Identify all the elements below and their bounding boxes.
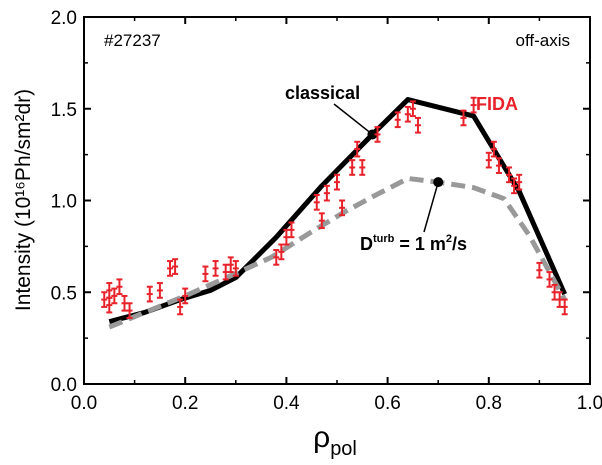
dturb-unit-sup: 2 — [446, 233, 452, 245]
fida-annotation: FIDA — [476, 94, 518, 114]
shot-number-label: #27237 — [104, 31, 161, 50]
x-axis-label-sub: pol — [330, 438, 357, 460]
fida-data-point — [414, 116, 421, 134]
dturb-value: = 1 m — [394, 234, 446, 254]
data-marks — [101, 96, 568, 330]
x-tick-label: 0.8 — [476, 393, 502, 414]
fida-data-point — [511, 177, 518, 195]
dturb-main: D — [360, 234, 373, 254]
x-tick-label: 1.0 — [577, 393, 602, 414]
fida-data-point — [101, 291, 108, 308]
fida-data-point — [106, 296, 113, 314]
fida-data-point — [116, 278, 123, 296]
dturb-superscript: turb — [373, 233, 395, 245]
fida-data-point — [334, 173, 340, 191]
fida-data-point — [212, 260, 219, 277]
fida-data-point — [313, 193, 320, 211]
fida-data-point — [202, 265, 209, 283]
fida-data-point — [111, 287, 118, 305]
y-tick-label: 1.5 — [51, 100, 77, 121]
plot-frame — [83, 16, 591, 385]
fida-data-point — [121, 294, 128, 312]
fida-data-point — [460, 109, 467, 127]
fida-data-point — [222, 263, 229, 281]
fida-data-point — [232, 260, 239, 277]
fida-data-point — [495, 157, 502, 174]
fida-data-point — [561, 298, 568, 316]
fida-data-point — [536, 261, 543, 279]
fida-data-point — [556, 291, 563, 308]
fida-data-point — [546, 271, 553, 288]
x-axis-label: ρpol — [313, 421, 357, 460]
fida-data-point — [485, 151, 492, 169]
fida-data-point — [156, 282, 163, 299]
classical-pointer-line — [333, 103, 373, 136]
fida-data-point — [146, 285, 153, 303]
fida-data-point — [354, 140, 361, 158]
fida-data-point — [323, 184, 330, 202]
x-tick-label: 0.2 — [172, 393, 198, 414]
fida-data-point — [409, 100, 416, 118]
y-tick-label: 2.0 — [51, 8, 77, 29]
y-tick-label: 0.5 — [51, 283, 77, 304]
fida-data-point — [349, 159, 356, 176]
dturb-pointer-line — [423, 181, 439, 233]
fida-data-point — [516, 173, 523, 191]
fida-data-point — [318, 212, 325, 230]
fida-data-point — [227, 256, 234, 274]
fida-data-point — [551, 283, 558, 301]
fida-data-point — [339, 199, 346, 217]
fida-data-point — [374, 126, 381, 143]
fida-data-point — [394, 111, 401, 129]
fida-data-point — [278, 243, 285, 261]
fida-data-point — [404, 105, 411, 123]
fida-data-point — [283, 228, 290, 246]
classical-series-line — [108, 97, 567, 325]
axis-ticks: 0.0 0.2 0.4 0.6 0.8 1.0 0.0 0.5 1.0 1.5 2.0 — [51, 8, 602, 414]
fida-data-point — [490, 140, 497, 158]
fida-data-point — [470, 96, 477, 114]
fida-data-point — [126, 302, 133, 319]
fida-data-point — [288, 221, 295, 239]
x-axis-label-main: ρ — [313, 421, 330, 454]
x-tick-label: 0.6 — [374, 393, 400, 414]
dturb-unit-end: /s — [452, 234, 467, 254]
view-label: off-axis — [516, 31, 571, 50]
fida-data-point — [506, 166, 513, 184]
y-axis-label: Intensity (10¹⁶Ph/sm²dr) — [12, 89, 35, 311]
fida-data-point — [359, 159, 366, 176]
y-tick-label: 0.0 — [51, 375, 77, 396]
fida-data-point — [182, 287, 189, 305]
fida-data-point — [167, 260, 174, 277]
fida-data-point — [172, 258, 179, 275]
dturb-series-line — [108, 175, 567, 330]
fida-data-point — [273, 249, 280, 266]
x-tick-label: 0.4 — [273, 393, 300, 414]
y-tick-label: 1.0 — [51, 192, 77, 213]
fida-data-point — [177, 298, 184, 316]
x-tick-label: 0.0 — [71, 393, 97, 414]
annotation-pointers — [333, 103, 439, 233]
classical-annotation: classical — [285, 83, 360, 103]
dturb-annotation: Dturb = 1 m2/s — [360, 233, 467, 254]
